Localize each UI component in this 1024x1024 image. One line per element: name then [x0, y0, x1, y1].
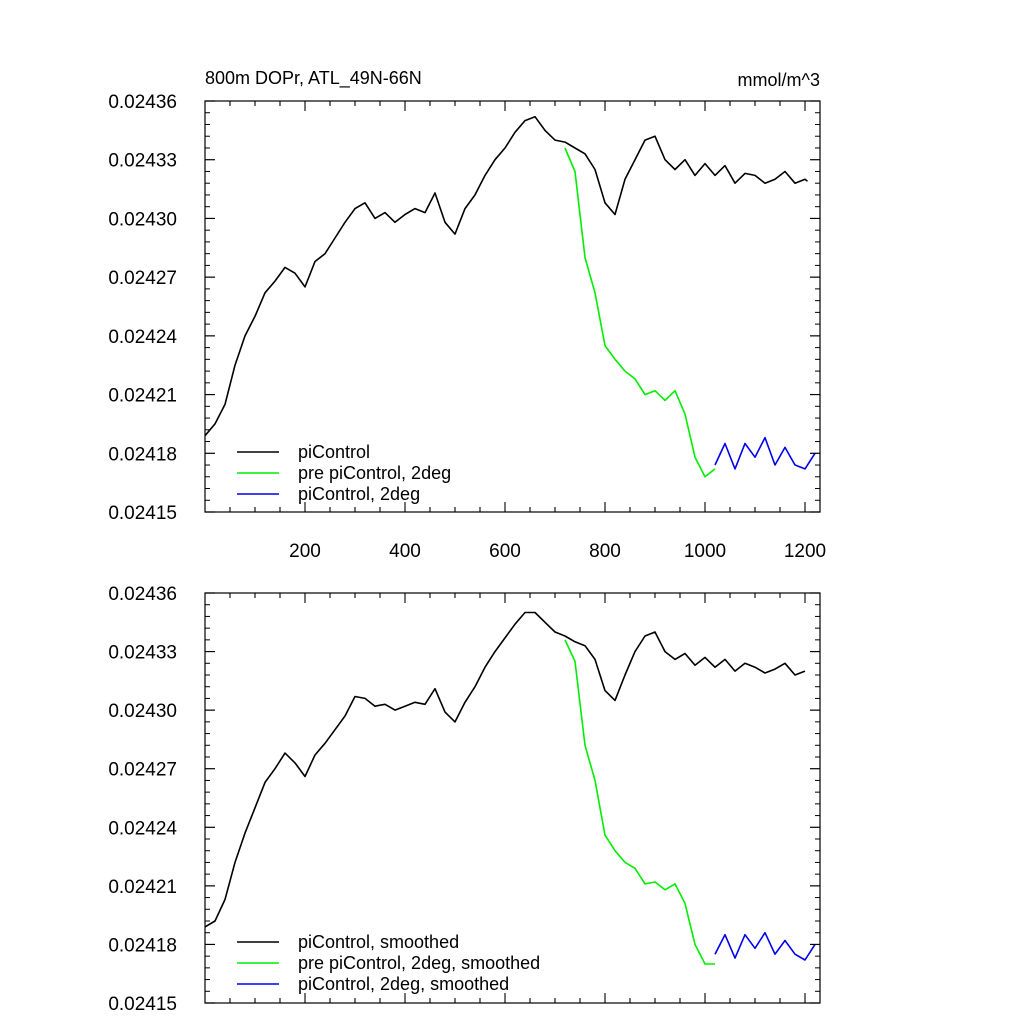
series-line-2: [564, 639, 715, 965]
legend-label: pre piControl, 2deg, smoothed: [298, 953, 540, 973]
y-tick-label: 0.02421: [108, 877, 177, 898]
legend-label: piControl, smoothed: [298, 932, 459, 952]
x-tick-label: 1200: [784, 541, 826, 562]
x-tick-label: 1000: [684, 541, 726, 562]
series-line-1: [204, 115, 808, 437]
chart-panel-1: 0.02415 0.02418 0.02421 0.02424 0.02427 0.024…: [108, 92, 826, 562]
y-tick-label: 0.02427: [108, 268, 177, 289]
y-tick-label: 0.02436: [108, 92, 177, 113]
series-line-3: [714, 931, 816, 961]
chart-units: mmol/m^3: [738, 70, 820, 90]
y-tick-label: 0.02421: [108, 386, 177, 407]
x-tick-label: 400: [389, 541, 421, 562]
x-tick-label: 200: [289, 541, 321, 562]
y-tick-label: 0.02424: [108, 818, 177, 839]
legend-label: pre piControl, 2deg: [298, 463, 451, 483]
y-tick-label: 0.02433: [108, 151, 177, 172]
plot-frame: [204, 592, 821, 1004]
series-line-2: [564, 147, 716, 478]
series-line-3: [714, 436, 816, 470]
legend-label: piControl, 2deg: [298, 484, 420, 504]
y-tick-label: 0.02418: [108, 444, 177, 465]
y-tick-label: 0.02433: [108, 643, 177, 664]
plot-frame: [204, 100, 821, 513]
legend-label: piControl: [298, 442, 370, 462]
y-tick-label: 0.02430: [108, 701, 177, 722]
y-tick-label: 0.02415: [108, 994, 177, 1015]
y-tick-label: 0.02415: [108, 503, 177, 524]
series-line-1: [204, 611, 806, 928]
y-tick-label: 0.02436: [108, 584, 177, 605]
y-tick-label: 0.02427: [108, 760, 177, 781]
x-tick-label: 600: [489, 541, 521, 562]
y-tick-label: 0.02424: [108, 327, 177, 348]
chart-title: 800m DOPr, ATL_49N-66N: [205, 68, 422, 89]
y-tick-label: 0.02418: [108, 935, 177, 956]
legend-label: piControl, 2deg, smoothed: [298, 974, 509, 994]
y-tick-label: 0.02430: [108, 209, 177, 230]
chart-panel-2: 0.02415 0.02418 0.02421 0.02424 0.02427 0.024…: [108, 584, 821, 1015]
x-tick-label: 800: [589, 541, 621, 562]
